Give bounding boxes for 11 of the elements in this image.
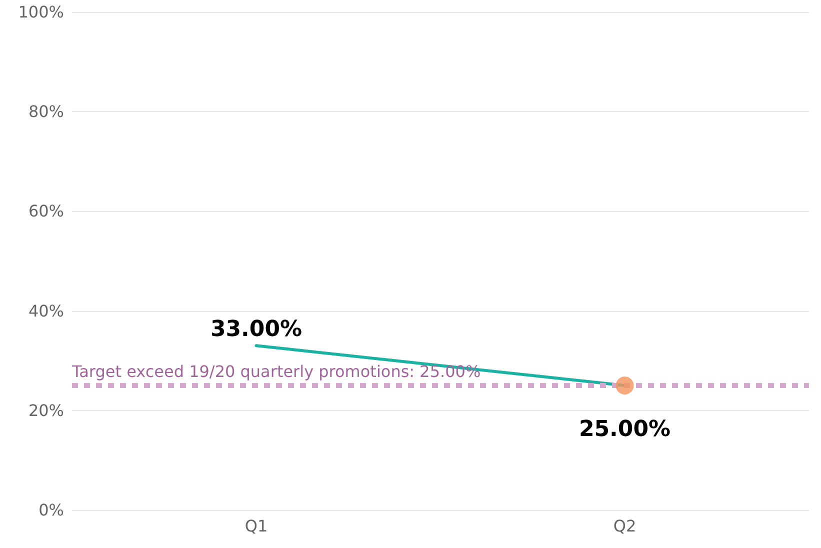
x-tick-label: Q2 bbox=[613, 516, 636, 536]
x-tick-label: Q1 bbox=[244, 516, 268, 536]
ref-line-label: Target exceed 19/20 quarterly promotions: 25.00% bbox=[71, 362, 481, 381]
data-label: 25.00% bbox=[578, 417, 671, 442]
y-tick-label: 40% bbox=[28, 301, 64, 320]
y-tick-label: 60% bbox=[28, 202, 64, 221]
data-label: 33.00% bbox=[210, 317, 302, 342]
y-tick-label: 20% bbox=[28, 400, 64, 420]
y-tick-label: 0% bbox=[38, 500, 64, 520]
y-tick-label: 100% bbox=[18, 2, 64, 22]
y-tick-label: 80% bbox=[28, 102, 64, 122]
